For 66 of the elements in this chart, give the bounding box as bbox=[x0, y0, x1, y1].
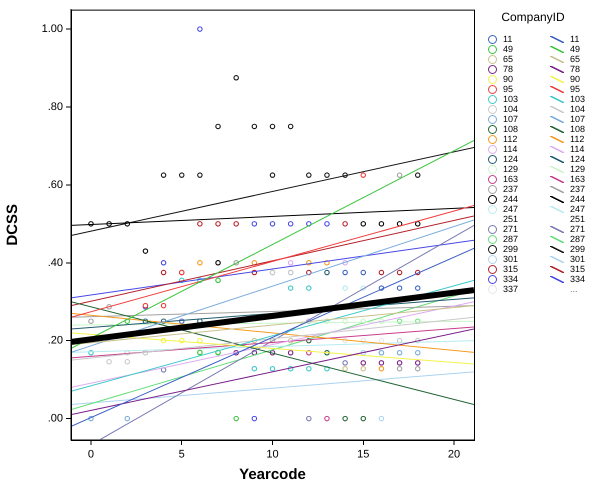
legend-label: 315 bbox=[570, 264, 586, 274]
legend-label: 95 bbox=[570, 84, 580, 94]
legend-label: 129 bbox=[503, 164, 518, 174]
legend-label: 271 bbox=[570, 224, 586, 234]
legend-label: 112 bbox=[570, 134, 584, 144]
legend-label: 90 bbox=[570, 74, 580, 84]
legend-label: 244 bbox=[503, 194, 518, 204]
legend-label: 49 bbox=[503, 44, 514, 54]
legend-label: 334 bbox=[503, 274, 518, 284]
x-tick-label: 0 bbox=[88, 448, 94, 461]
legend-label: 337 bbox=[503, 284, 518, 294]
legend-label: 103 bbox=[570, 94, 586, 104]
text: ... bbox=[569, 284, 579, 294]
legend-title: CompanyID bbox=[500, 10, 566, 26]
legend-label: 49 bbox=[570, 44, 580, 54]
legend-label: 78 bbox=[503, 64, 514, 74]
legend-label: 247 bbox=[503, 204, 518, 214]
legend-label: 124 bbox=[503, 154, 518, 164]
legend-label: 301 bbox=[570, 254, 586, 264]
x-tick-label: 15 bbox=[357, 448, 370, 461]
legend-label: 107 bbox=[570, 114, 586, 124]
y-tick-label: 1.00 bbox=[42, 23, 63, 36]
x-tick-label: 20 bbox=[448, 448, 460, 461]
legend-label: 163 bbox=[503, 174, 518, 184]
legend-label: 95 bbox=[503, 84, 514, 94]
legend-label: 103 bbox=[503, 94, 518, 104]
legend-label: 124 bbox=[570, 154, 586, 164]
legend-label: 247 bbox=[570, 204, 586, 214]
legend-label: 301 bbox=[503, 254, 518, 264]
y-axis-title: DCSS bbox=[4, 204, 22, 246]
legend-label: 78 bbox=[570, 64, 580, 74]
legend-label: 108 bbox=[503, 124, 518, 134]
legend-label: 90 bbox=[503, 74, 514, 84]
legend-label: 163 bbox=[570, 174, 586, 184]
legend-label: 65 bbox=[570, 54, 580, 64]
legend-label: 114 bbox=[570, 144, 584, 154]
y-tick-label: .00 bbox=[48, 412, 63, 425]
legend-label: 334 bbox=[570, 274, 586, 284]
legend-label: 114 bbox=[503, 144, 518, 154]
x-axis-title: Yearcode bbox=[239, 466, 306, 484]
legend-label: 11 bbox=[570, 34, 580, 44]
text: 251 bbox=[503, 214, 518, 224]
legend-label: 287 bbox=[503, 234, 518, 244]
legend-label: 11 bbox=[503, 34, 512, 44]
legend-label: 237 bbox=[503, 184, 518, 194]
legend-label: 104 bbox=[570, 104, 586, 114]
legend-label: 108 bbox=[570, 124, 586, 134]
legend-label: 315 bbox=[503, 264, 518, 274]
legend-label: 299 bbox=[570, 244, 586, 254]
legend-label: 104 bbox=[503, 104, 518, 114]
text: 251 bbox=[570, 214, 586, 224]
x-tick-label: 10 bbox=[266, 448, 279, 461]
legend-label: 271 bbox=[503, 224, 518, 234]
legend-label: 129 bbox=[570, 164, 586, 174]
y-tick-label: .80 bbox=[48, 101, 63, 114]
legend-label: 65 bbox=[503, 54, 514, 64]
legend-label: 112 bbox=[503, 134, 518, 144]
x-tick-label: 5 bbox=[178, 448, 185, 461]
legend-label: 237 bbox=[570, 184, 586, 194]
legend-label: 299 bbox=[503, 244, 518, 254]
y-tick-label: .60 bbox=[48, 178, 63, 191]
legend-label: 244 bbox=[570, 194, 586, 204]
legend-label: 287 bbox=[570, 234, 586, 244]
y-tick-label: .20 bbox=[48, 334, 63, 347]
legend-label: 107 bbox=[503, 114, 518, 124]
y-tick-label: .40 bbox=[48, 256, 63, 269]
